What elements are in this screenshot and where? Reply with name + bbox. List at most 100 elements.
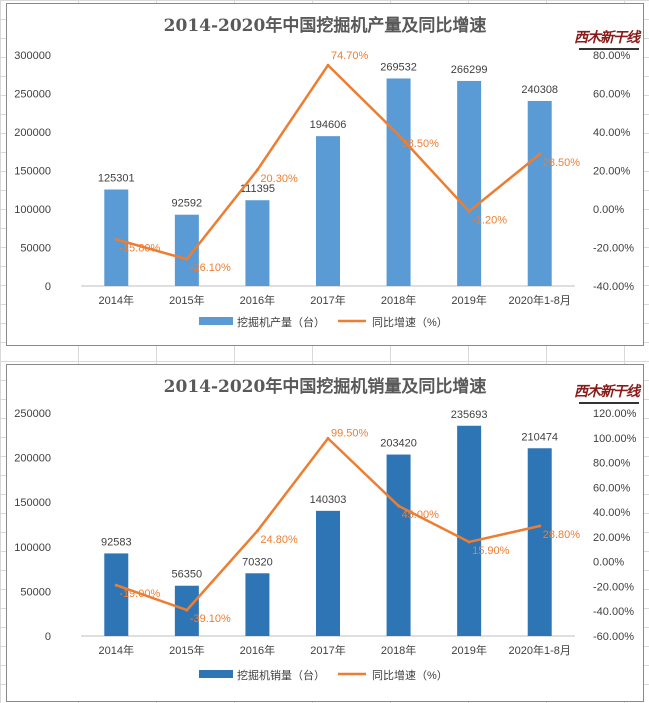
line-point	[255, 529, 259, 533]
line-point	[326, 436, 330, 440]
line-point	[467, 209, 471, 213]
y-left-tick-label: 100000	[14, 204, 51, 216]
bar	[316, 136, 340, 286]
y-left-tick-label: 0	[45, 631, 51, 643]
y-right-tick-label: 120.00%	[593, 408, 637, 420]
bar	[245, 200, 270, 286]
brand-logo: 西木新干线	[521, 26, 640, 50]
brand-logo-text: 西木新干线	[574, 384, 640, 400]
line-point	[538, 524, 542, 528]
x-tick-label: 2019年	[451, 643, 486, 657]
x-tick-label: 2015年	[169, 643, 204, 657]
sheet-row-line	[0, 0, 649, 1]
chart-panel-production[interactable]: 2014-2020年中国挖掘机产量及同比增速 0 50000 100000 150000…	[6, 3, 644, 346]
y-right-tick-label: 0.00%	[593, 557, 624, 569]
line-value-label: 15.90%	[472, 545, 510, 557]
sheet-column-line	[156, 0, 157, 703]
y-right-tick-label: -40.00%	[593, 281, 634, 293]
bar-value-label: 266299	[451, 64, 488, 76]
x-tick-label: 2017年	[310, 643, 345, 657]
bar	[104, 189, 129, 286]
y-right-tick-label: -40.00%	[593, 606, 634, 618]
brand-logo-text: 西木新干线	[574, 30, 640, 46]
y-right-tick-label: 40.00%	[593, 127, 631, 139]
legend-bar-label: 挖掘机产量（台）	[237, 315, 325, 329]
sheet-column-line	[234, 0, 235, 703]
sheet-column-line	[468, 0, 469, 703]
line-value-label: 74.70%	[331, 50, 369, 62]
line-value-label: 99.50%	[331, 427, 369, 439]
line-value-label: -15.80%	[119, 242, 160, 254]
bar-value-label: 56350	[172, 569, 203, 581]
sheet-column-line	[390, 0, 391, 703]
line-value-label: 24.80%	[260, 534, 298, 546]
y-right-tick-label: 80.00%	[593, 458, 631, 470]
chart-panel-sales[interactable]: 2014-2020年中国挖掘机销量及同比增速 0 50000 100000 150000…	[6, 364, 644, 702]
bar	[457, 425, 482, 636]
bar-value-label: 269532	[380, 61, 417, 73]
y-left-tick-label: 0	[45, 281, 51, 293]
bar-value-label: 92583	[101, 536, 132, 548]
bar	[527, 100, 552, 287]
x-tick-label: 2014年	[99, 293, 134, 307]
bar-value-label: 125301	[98, 173, 135, 185]
sheet-column-line	[0, 0, 1, 703]
legend-line-label: 同比增速（%）	[372, 668, 448, 682]
line-value-label: 45.00%	[402, 509, 440, 521]
legend-bar-swatch	[199, 317, 233, 325]
chart-title: 2014-2020年中国挖掘机销量及同比增速	[164, 376, 487, 397]
y-left-tick-label: 50000	[20, 586, 51, 598]
y-left-tick-label: 100000	[14, 542, 51, 554]
line-point	[326, 63, 330, 67]
chart-title: 2014-2020年中国挖掘机产量及同比增速	[164, 15, 487, 36]
brand-logo-underline	[579, 402, 639, 404]
y-right-tick-label: -60.00%	[593, 631, 634, 643]
line-value-label: -19.00%	[119, 588, 160, 600]
line-point	[114, 237, 118, 241]
line-value-label: -39.10%	[190, 613, 231, 625]
y-left-tick-label: 200000	[14, 127, 51, 139]
y-right-tick-label: 60.00%	[593, 89, 631, 101]
line-value-label: -1.20%	[472, 214, 507, 226]
line-point	[397, 133, 401, 137]
bar-value-label: 111395	[240, 183, 275, 195]
line-point	[185, 257, 189, 261]
y-right-tick-label: 20.00%	[593, 532, 631, 544]
bar-value-label: 70320	[242, 556, 273, 568]
line-value-label: -26.10%	[190, 262, 231, 274]
x-tick-label: 2017年	[310, 293, 345, 307]
line-value-label: 38.50%	[402, 138, 440, 150]
sheet-column-line	[312, 0, 313, 703]
line-point	[255, 168, 259, 172]
bar-value-label: 92592	[172, 198, 203, 210]
x-tick-label: 2018年	[381, 643, 416, 657]
x-tick-label: 2014年	[99, 643, 134, 657]
line-point	[114, 583, 118, 587]
bar	[386, 454, 411, 636]
y-left-tick-label: 50000	[20, 243, 51, 255]
y-right-tick-label: 60.00%	[593, 482, 631, 494]
line-value-label: 28.50%	[543, 157, 581, 169]
x-tick-label: 2019年	[451, 293, 486, 307]
sheet-column-line	[78, 0, 79, 703]
bar-value-label: 240308	[521, 84, 558, 96]
bar	[527, 448, 552, 636]
bar-value-label: 194606	[310, 119, 347, 131]
sales-chart-svg: 2014-2020年中国挖掘机销量及同比增速 0 50000 100000 150000…	[14, 376, 637, 682]
y-left-tick-label: 150000	[14, 166, 51, 178]
line-value-label: 20.30%	[260, 173, 298, 185]
y-left-tick-label: 250000	[14, 89, 51, 101]
line-value-label: 28.80%	[543, 529, 581, 541]
bar	[316, 510, 340, 636]
y-left-tick-label: 300000	[14, 50, 51, 62]
legend-line-label: 同比增速（%）	[372, 315, 448, 329]
x-tick-label: 2018年	[381, 293, 416, 307]
x-tick-label: 2016年	[240, 643, 275, 657]
line-point	[185, 608, 189, 612]
y-right-tick-label: 20.00%	[593, 166, 631, 178]
line-point	[397, 504, 401, 508]
legend-bar-label: 挖掘机销量（台）	[237, 668, 325, 682]
line-point	[538, 152, 542, 156]
y-right-tick-label: 80.00%	[593, 50, 631, 62]
brand-logo-underline	[579, 48, 639, 50]
